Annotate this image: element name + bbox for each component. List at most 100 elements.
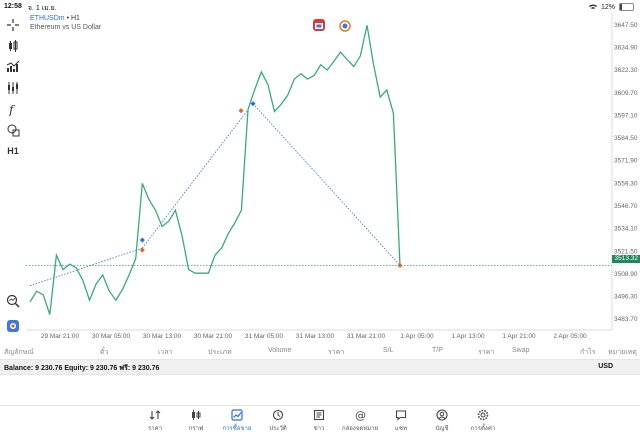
chart-toolbar: f H1: [0, 12, 26, 342]
time-axis-label: 29 Mar 21:00: [41, 333, 80, 340]
price-axis-label: 3571.90: [614, 158, 638, 165]
price-axis-label: 3647.50: [614, 22, 638, 29]
nav-label: ราคา: [148, 426, 162, 432]
buy-entry-marker[interactable]: [139, 237, 145, 243]
col-time[interactable]: เวลา: [158, 349, 173, 356]
chart-header-icons: [313, 19, 351, 32]
price-axis-label: 3559.30: [614, 180, 638, 187]
mail-icon: @: [355, 409, 366, 421]
one-click-trading-icon[interactable]: [313, 19, 325, 31]
chart-settings-icon[interactable]: [4, 318, 22, 334]
crosshair-icon[interactable]: [4, 17, 22, 33]
price-axis-label: 3534.10: [614, 226, 638, 233]
col-profit[interactable]: กำไร: [580, 349, 596, 356]
col-symbol[interactable]: สัญลักษณ์: [4, 349, 34, 356]
balance-currency: USD: [598, 363, 613, 370]
status-time: 12:58: [4, 3, 22, 10]
status-date: จ. 1 เม.ย.: [27, 5, 57, 12]
time-axis-label: 1 Apr 13:00: [451, 333, 485, 340]
col-tp[interactable]: T/P: [432, 347, 443, 354]
chat-icon: [395, 410, 407, 421]
price-axis-label: 3634.90: [614, 44, 638, 51]
price-axis-label: 3521.50: [614, 248, 638, 255]
time-axis-label: 1 Apr 21:00: [502, 333, 536, 340]
price-series-line: [29, 25, 401, 315]
nav-settings[interactable]: การตั้งค่า: [463, 409, 503, 433]
nav-mailbox[interactable]: @ กล่องจดหมาย: [340, 409, 380, 433]
trade-columns-header: สัญลักษณ์ ตั๋ว เวลา ประเภท Volume ราคา S…: [0, 344, 640, 358]
nav-history[interactable]: ประวัติ: [258, 409, 298, 433]
col-comment[interactable]: หมายเหตุ: [608, 349, 637, 356]
nav-chat[interactable]: แชท: [381, 409, 421, 433]
nav-label: แชท: [395, 426, 407, 432]
trend-line-entry: [29, 247, 143, 287]
col-volume[interactable]: Volume: [268, 347, 292, 354]
nav-account[interactable]: บัญชี: [422, 409, 462, 433]
col-ticket[interactable]: ตั๋ว: [100, 349, 109, 356]
nav-label: กล่องจดหมาย: [341, 426, 379, 432]
symbol-separator: •: [66, 15, 70, 22]
candlestick-icon[interactable]: [4, 38, 22, 54]
objects-icon[interactable]: [4, 80, 22, 96]
price-axis-label: 3622.30: [614, 67, 638, 74]
price-axis: 3647.50 3634.90 3622.30 3609.70 3597.10 3584.…: [614, 22, 638, 323]
symbol-description: Ethereum vs US Dollar: [30, 24, 102, 31]
chart-icon: [192, 410, 201, 420]
svg-text:@: @: [355, 409, 366, 421]
price-axis-label: 3584.50: [614, 135, 638, 142]
col-sl[interactable]: S/L: [383, 347, 394, 354]
status-bar: 12:58 จ. 1 เม.ย. 12%: [0, 0, 640, 13]
news-icon: [313, 409, 325, 421]
history-icon: [272, 409, 284, 421]
balance-bar: Balance: 9 230.76 Equity: 9 230.76 ฟรี: …: [0, 359, 640, 375]
trade-icon: [231, 409, 243, 421]
price-chart[interactable]: 3647.50 3634.90 3622.30 3609.70 3597.10 3584.…: [0, 0, 640, 345]
nav-label: การตั้งค่า: [470, 426, 496, 432]
time-axis-label: 31 Mar 05:00: [245, 333, 284, 340]
current-price-badge: 3513.32: [612, 255, 640, 263]
close-marker[interactable]: [397, 262, 403, 268]
account-icon: [436, 409, 448, 421]
timeframe-button[interactable]: H1: [7, 146, 19, 156]
trend-line-fall: [252, 103, 401, 266]
trade-marker[interactable]: [238, 108, 244, 114]
wifi-icon: [588, 4, 597, 9]
time-axis-label: 1 Apr 05:00: [400, 333, 434, 340]
nav-label: บัญชี: [435, 426, 449, 432]
sell-entry-marker[interactable]: [139, 247, 145, 253]
price-axis-label: 3597.10: [614, 112, 638, 119]
time-axis-label: 30 Mar 13:00: [143, 333, 182, 340]
price-axis-label: 3483.70: [614, 316, 638, 323]
battery-icon: [619, 3, 634, 11]
trade-markers: [139, 101, 403, 268]
nav-chart[interactable]: กราฟ: [176, 409, 216, 433]
shapes-icon[interactable]: [4, 122, 22, 138]
col-type[interactable]: ประเภท: [208, 349, 232, 356]
time-axis-label: 30 Mar 05:00: [92, 333, 131, 340]
quotes-icon: [149, 410, 161, 420]
col-price[interactable]: ราคา: [328, 349, 345, 356]
trade-marker[interactable]: [250, 101, 256, 107]
nav-trade[interactable]: การซื้อขาย: [217, 409, 257, 433]
nav-label: กราฟ: [188, 426, 204, 432]
time-axis-label: 31 Mar 21:00: [347, 333, 386, 340]
zoom-icon[interactable]: [4, 293, 22, 309]
nav-quotes[interactable]: ราคา: [135, 409, 175, 433]
trend-lines: [29, 103, 401, 287]
battery-percent: 12%: [600, 3, 615, 11]
symbol-timeframe: H1: [70, 15, 80, 22]
chart-symbol-line: ETHUSDm • H1: [30, 15, 80, 22]
signal-icon[interactable]: [339, 19, 351, 32]
trend-line-rise: [142, 109, 249, 249]
balance-text: Balance: 9 230.76 Equity: 9 230.76 ฟรี: …: [4, 365, 160, 372]
settings-icon: [477, 409, 489, 421]
function-icon[interactable]: f: [4, 101, 22, 117]
nav-label: ข่าว: [313, 426, 325, 432]
col-swap[interactable]: Swap: [512, 347, 530, 354]
nav-news[interactable]: ข่าว: [299, 409, 339, 433]
indicators-icon[interactable]: [4, 59, 22, 75]
time-axis-label: 2 Apr 05:00: [553, 333, 587, 340]
price-axis-label: 3496.30: [614, 294, 638, 301]
col-current-price[interactable]: ราคา: [478, 349, 495, 356]
price-axis-label: 3508.90: [614, 271, 638, 278]
